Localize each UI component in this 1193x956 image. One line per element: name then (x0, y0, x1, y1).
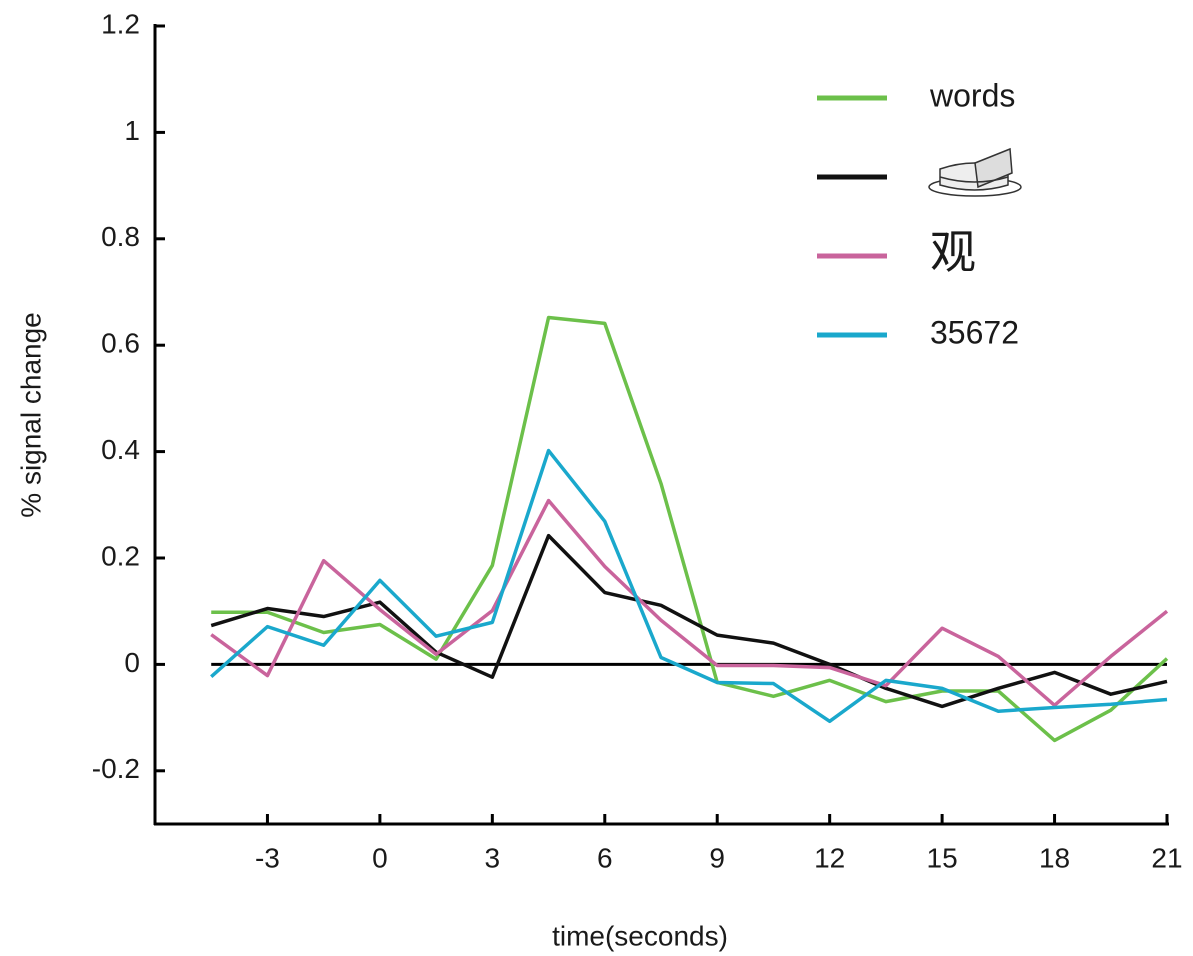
y-tick-label: 0.2 (101, 540, 140, 571)
x-axis-label: time(seconds) (552, 920, 728, 951)
legend-icon (928, 147, 1022, 197)
x-tick-label: 6 (597, 842, 613, 873)
y-tick-label: 0.8 (101, 221, 140, 252)
y-tick-label: -0.2 (92, 753, 140, 784)
x-tick-label: 15 (927, 842, 958, 873)
x-tick-label: 3 (485, 842, 501, 873)
x-tick-label: 21 (1151, 842, 1182, 873)
legend-label: 35672 (930, 314, 1019, 350)
y-tick-label: 1 (124, 115, 140, 146)
cake-cut (974, 147, 1013, 189)
x-tick-label: 12 (814, 842, 845, 873)
series-line (210, 533, 1168, 709)
y-tick-label: 0.6 (101, 328, 140, 359)
x-tick-label: 9 (709, 842, 725, 873)
legend-label: words (929, 77, 1015, 113)
cake-layer (939, 176, 1009, 183)
y-axis-label: % signal change (15, 312, 46, 517)
x-tick-label: 18 (1039, 842, 1070, 873)
x-tick-label: 0 (372, 842, 388, 873)
x-tick-label: -3 (255, 842, 280, 873)
legend-label: 观 (930, 226, 976, 278)
series-line (211, 315, 1169, 743)
y-tick-label: 1.2 (101, 8, 140, 39)
series-line (210, 448, 1168, 724)
y-tick-label: 0.4 (101, 434, 140, 465)
series-line (210, 498, 1169, 708)
y-tick-label: 0 (124, 647, 140, 678)
